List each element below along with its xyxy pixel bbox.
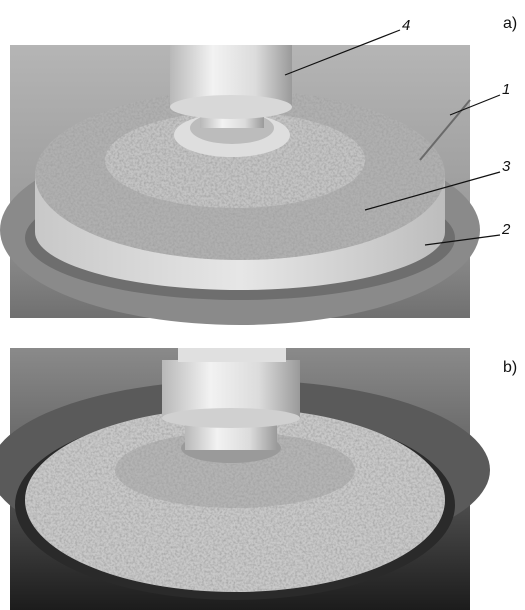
callout-label: 4 (402, 17, 410, 34)
panel-label: b) (503, 359, 517, 376)
photo-a (0, 45, 480, 325)
photo-b (0, 348, 490, 610)
panel-label: a) (503, 15, 517, 32)
callout-label: 3 (502, 158, 511, 175)
callout-label: 1 (502, 81, 510, 98)
callout-label: 2 (501, 221, 511, 238)
figure: 4 1 3 2 a) b) (0, 0, 525, 610)
page: {"panels": [ {"label": "a)", "callouts":… (0, 0, 525, 610)
